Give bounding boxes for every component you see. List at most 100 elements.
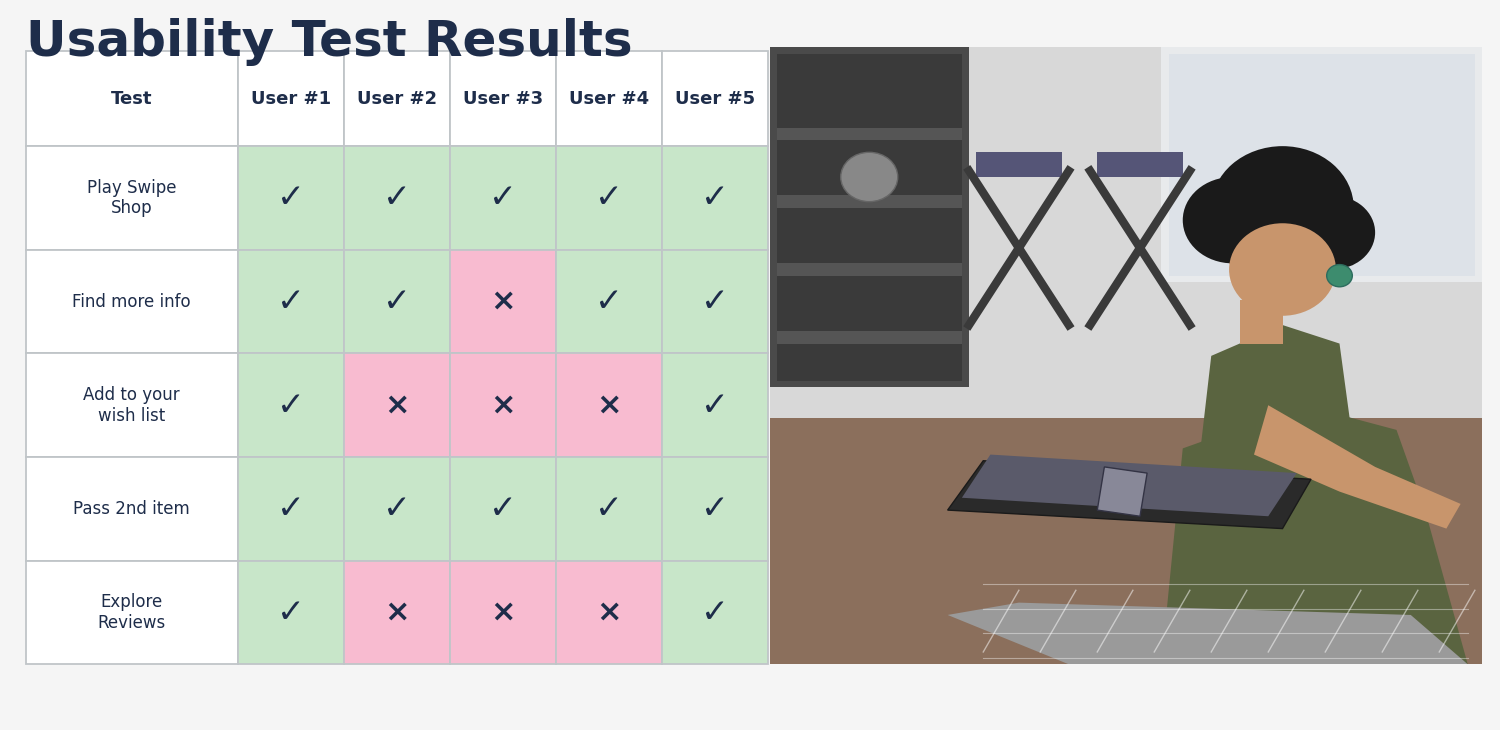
Text: Pass 2nd item: Pass 2nd item <box>74 500 190 518</box>
Text: ×: × <box>596 391 621 420</box>
Bar <box>26 457 237 561</box>
Text: ✓: ✓ <box>489 182 518 215</box>
Bar <box>770 47 1482 448</box>
Bar <box>344 250 450 353</box>
Bar <box>450 561 556 664</box>
Bar <box>1096 153 1182 177</box>
Bar <box>450 457 556 561</box>
Text: ✓: ✓ <box>382 182 411 215</box>
Circle shape <box>1228 223 1336 316</box>
Bar <box>26 51 237 146</box>
Text: ✓: ✓ <box>596 182 622 215</box>
Text: ×: × <box>490 598 516 627</box>
Bar <box>556 146 662 250</box>
Polygon shape <box>948 603 1467 664</box>
Bar <box>1239 300 1282 344</box>
Text: ✓: ✓ <box>700 596 729 629</box>
Bar <box>556 51 662 146</box>
Bar <box>662 561 768 664</box>
Text: ✓: ✓ <box>276 285 304 318</box>
Text: Find more info: Find more info <box>72 293 190 310</box>
Polygon shape <box>1096 467 1148 516</box>
Bar <box>777 53 962 380</box>
Bar <box>662 353 768 457</box>
Text: Add to your
wish list: Add to your wish list <box>84 386 180 425</box>
Text: ×: × <box>596 598 621 627</box>
Bar <box>26 146 237 250</box>
Bar <box>450 51 556 146</box>
Bar <box>237 250 344 353</box>
Text: Usability Test Results: Usability Test Results <box>26 18 632 66</box>
Polygon shape <box>1161 405 1467 664</box>
Polygon shape <box>962 455 1296 516</box>
Text: ✓: ✓ <box>382 492 411 526</box>
Bar <box>777 196 962 208</box>
Bar <box>770 418 1482 664</box>
Bar <box>237 51 344 146</box>
Bar <box>777 128 962 140</box>
Bar <box>556 457 662 561</box>
Bar <box>1168 53 1474 276</box>
Bar <box>777 264 962 276</box>
Text: ✓: ✓ <box>276 492 304 526</box>
Polygon shape <box>948 461 1311 529</box>
Bar <box>344 51 450 146</box>
Polygon shape <box>1197 325 1353 491</box>
Bar <box>1161 47 1482 282</box>
Circle shape <box>1212 146 1353 269</box>
Text: ✓: ✓ <box>276 596 304 629</box>
Bar <box>556 353 662 457</box>
Text: User #2: User #2 <box>357 90 436 107</box>
Polygon shape <box>1254 405 1461 529</box>
Text: ✓: ✓ <box>596 285 622 318</box>
Bar <box>237 353 344 457</box>
Bar <box>344 457 450 561</box>
Text: ✓: ✓ <box>596 492 622 526</box>
Text: User #5: User #5 <box>675 90 754 107</box>
Circle shape <box>1182 177 1282 264</box>
Bar <box>556 561 662 664</box>
Bar <box>26 561 237 664</box>
Text: ✓: ✓ <box>382 285 411 318</box>
Bar <box>26 250 237 353</box>
Text: ✓: ✓ <box>489 492 518 526</box>
Text: ✓: ✓ <box>700 388 729 422</box>
Bar <box>662 250 768 353</box>
Circle shape <box>1218 177 1347 288</box>
Bar <box>26 353 237 457</box>
Circle shape <box>1326 264 1353 287</box>
Bar <box>450 353 556 457</box>
Text: ×: × <box>490 391 516 420</box>
Circle shape <box>840 153 897 201</box>
Text: ×: × <box>384 391 410 420</box>
Bar <box>976 153 1062 177</box>
Text: ×: × <box>384 598 410 627</box>
Bar <box>450 146 556 250</box>
Bar <box>450 250 556 353</box>
Bar <box>770 47 969 387</box>
Bar <box>662 457 768 561</box>
Text: User #1: User #1 <box>251 90 330 107</box>
Text: Play Swipe
Shop: Play Swipe Shop <box>87 179 177 218</box>
Text: ✓: ✓ <box>276 182 304 215</box>
Bar <box>237 561 344 664</box>
Bar <box>556 250 662 353</box>
Text: Explore
Reviews: Explore Reviews <box>98 593 165 632</box>
Bar <box>662 51 768 146</box>
Text: ×: × <box>490 287 516 316</box>
Bar <box>777 331 962 344</box>
Bar <box>344 561 450 664</box>
Text: User #4: User #4 <box>568 90 650 107</box>
Text: ✓: ✓ <box>276 388 304 422</box>
Text: ✓: ✓ <box>700 492 729 526</box>
Bar <box>344 353 450 457</box>
Text: User #3: User #3 <box>464 90 543 107</box>
Bar <box>237 146 344 250</box>
Bar <box>237 457 344 561</box>
Text: Test: Test <box>111 90 153 107</box>
Bar <box>662 146 768 250</box>
Bar <box>344 146 450 250</box>
Text: ✓: ✓ <box>700 182 729 215</box>
Text: ✓: ✓ <box>700 285 729 318</box>
Circle shape <box>1290 196 1376 269</box>
